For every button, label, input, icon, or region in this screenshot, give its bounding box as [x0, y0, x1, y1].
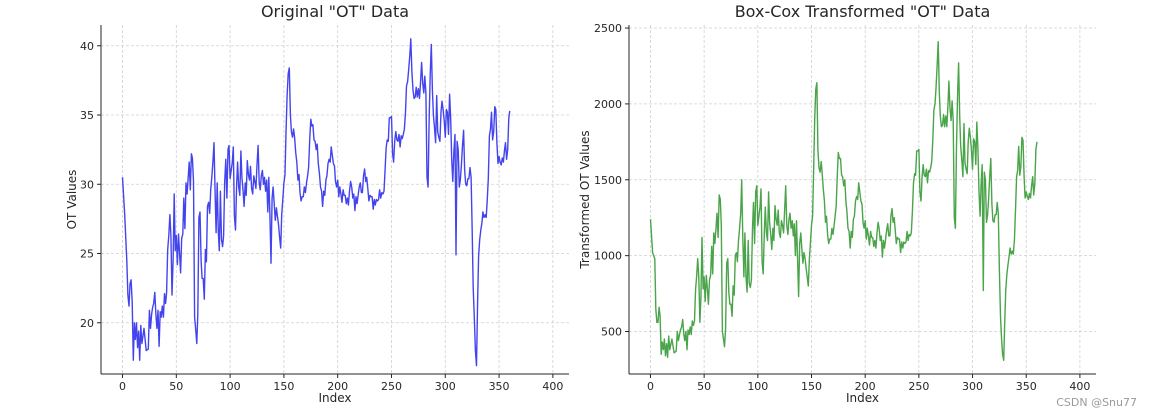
x-tick-label-6: 300 — [435, 380, 456, 393]
x-tick-label-8: 400 — [1069, 380, 1090, 393]
chart-boxcox-ot: 0 50 100 150 200 250 300 350 400 500 1000 1500 2000 2… — [578, 2, 1096, 405]
chart-original-ot: 0 50 100 150 200 250 300 350 400 20 25 30 35 40 Origin… — [65, 2, 569, 405]
watermark-text: CSDN @Snu77 — [1056, 396, 1137, 409]
x-tick-label-4: 200 — [327, 380, 348, 393]
x-tick-label-1: 50 — [169, 380, 183, 393]
x-tick-label-5: 250 — [908, 380, 929, 393]
x-tick-label-3: 150 — [801, 380, 822, 393]
y-tick-label-4: 40 — [80, 40, 94, 53]
chart-title: Original "OT" Data — [261, 2, 409, 21]
x-axis-label: Index — [318, 391, 351, 405]
x-tick-label-6: 300 — [962, 380, 983, 393]
y-axis-label: OT Values — [65, 170, 79, 230]
x-tick-label-7: 350 — [1016, 380, 1037, 393]
x-axis-label: Index — [846, 391, 879, 405]
y-tick-label-0: 500 — [601, 326, 622, 339]
x-tick-label-4: 200 — [855, 380, 876, 393]
y-tick-label-3: 2000 — [594, 98, 622, 111]
x-tick-label-3: 150 — [273, 380, 294, 393]
y-tick-label-4: 2500 — [594, 22, 622, 35]
y-tick-label-0: 20 — [80, 317, 94, 330]
y-tick-label-2: 1500 — [594, 174, 622, 187]
x-tick-label-2: 100 — [220, 380, 241, 393]
x-tick-label-8: 400 — [542, 380, 563, 393]
x-tick-label-2: 100 — [747, 380, 768, 393]
y-tick-label-2: 30 — [80, 178, 94, 191]
x-tick-label-0: 0 — [647, 380, 654, 393]
x-tick-label-5: 250 — [381, 380, 402, 393]
x-tick-label-7: 350 — [489, 380, 510, 393]
series-line-0 — [121, 38, 511, 367]
y-tick-label-1: 25 — [80, 248, 94, 261]
y-tick-label-3: 35 — [80, 109, 94, 122]
x-tick-label-0: 0 — [119, 380, 126, 393]
x-tick-label-1: 50 — [697, 380, 711, 393]
y-tick-label-1: 1000 — [594, 250, 622, 263]
y-axis-label: Transformed OT Values — [578, 130, 592, 269]
series-line-0 — [649, 41, 1038, 361]
chart-title: Box-Cox Transformed "OT" Data — [735, 2, 991, 21]
